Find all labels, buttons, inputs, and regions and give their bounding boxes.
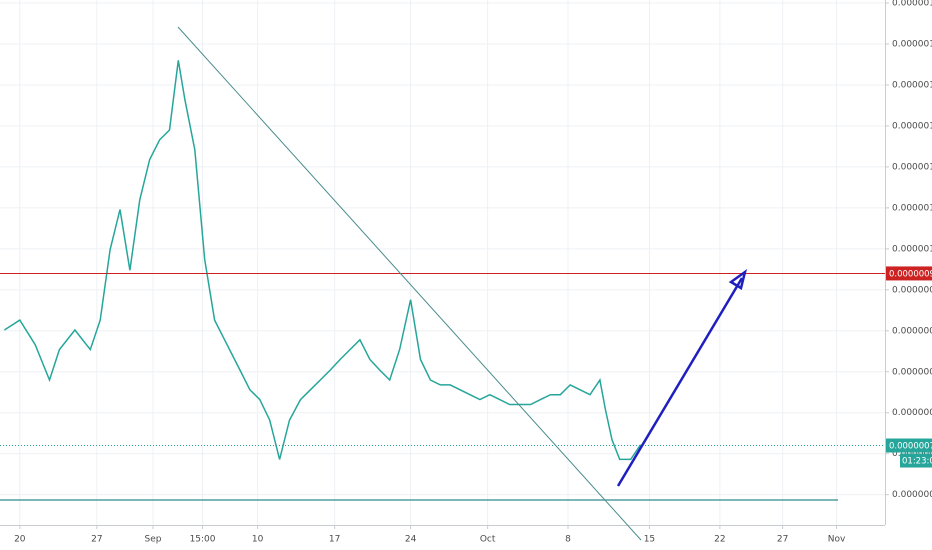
y-tick-label: 0.00000120: [892, 80, 932, 90]
x-tick-label: 22: [714, 535, 725, 545]
arrow-head: [728, 269, 748, 290]
y-tick-label: 0.00000105: [892, 203, 932, 213]
y-tick-label: 0.00000110: [892, 162, 932, 172]
x-tick-label: 24: [405, 535, 417, 545]
price-label: 0.00000097: [889, 269, 932, 279]
x-tick-label: Nov: [828, 535, 846, 545]
y-tick-label: 0.00000090: [892, 326, 932, 336]
y-tick-label: 0.00000085: [892, 367, 932, 377]
y-tick-label: 0.00000130: [892, 0, 932, 9]
x-tick-label: 27: [91, 535, 102, 545]
trend-line: [177, 26, 642, 541]
y-tick-label: 0.00000115: [892, 121, 932, 131]
y-tick-label: 0.00000125: [892, 40, 932, 50]
y-tick-label: 0.00000100: [892, 244, 932, 254]
price-label-box: [886, 438, 932, 453]
price-line: [3, 60, 642, 461]
countdown: 01:23:03: [902, 457, 932, 467]
y-tick-label: 0.00000080: [892, 408, 932, 418]
x-tick-label: 17: [329, 535, 340, 545]
grid: [0, 0, 885, 525]
countdown-box: [900, 453, 932, 468]
x-tick-label: 20: [14, 535, 26, 545]
y-tick-label: 0.00000070: [892, 490, 932, 500]
plot: [0, 60, 885, 461]
x-tick-label: 8: [565, 535, 571, 545]
x-tick-label: 10: [252, 535, 264, 545]
x-tick-label: Oct: [480, 535, 496, 545]
x-tick-label: 15:00: [190, 535, 216, 545]
y-tick-label: 0.00000095: [892, 285, 932, 295]
x-tick-label: 15: [644, 535, 655, 545]
price-label: 0.00000076: [889, 442, 932, 452]
x-tick-label: 27: [777, 535, 788, 545]
arrow-line: [616, 277, 744, 487]
x-tick-label: Sep: [145, 535, 162, 545]
price-label-box: [886, 266, 932, 281]
